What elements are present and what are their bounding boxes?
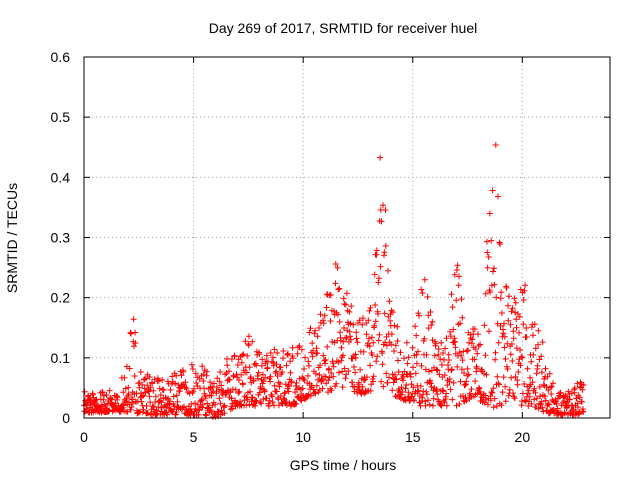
- plot-frame: [83, 56, 611, 419]
- data-points: [81, 142, 587, 420]
- x-tick-label: 0: [80, 429, 88, 445]
- y-tick-label: 0.3: [51, 230, 71, 246]
- x-axis-label: GPS time / hours: [290, 457, 397, 473]
- x-tick-label: 15: [405, 429, 421, 445]
- y-tick-label: 0.2: [51, 290, 71, 306]
- x-tick-label: 5: [190, 429, 198, 445]
- y-tick-label: 0.4: [51, 169, 71, 185]
- y-tick-label: 0.5: [51, 109, 71, 125]
- series-srmtid-points: [81, 142, 587, 420]
- x-tick-label: 10: [295, 429, 311, 445]
- y-tick-label: 0.1: [51, 350, 71, 366]
- y-tick-label: 0.6: [51, 49, 71, 65]
- chart-title: Day 269 of 2017, SRMTID for receiver hue…: [209, 20, 477, 36]
- y-tick-label: 0: [62, 410, 70, 426]
- y-axis-label: SRMTID / TECUs: [4, 183, 20, 293]
- tick-labels: 0 5 10 15 20 0 0.1 0.2 0.3 0.4 0.5 0.6: [51, 49, 531, 445]
- x-tick-label: 20: [515, 429, 531, 445]
